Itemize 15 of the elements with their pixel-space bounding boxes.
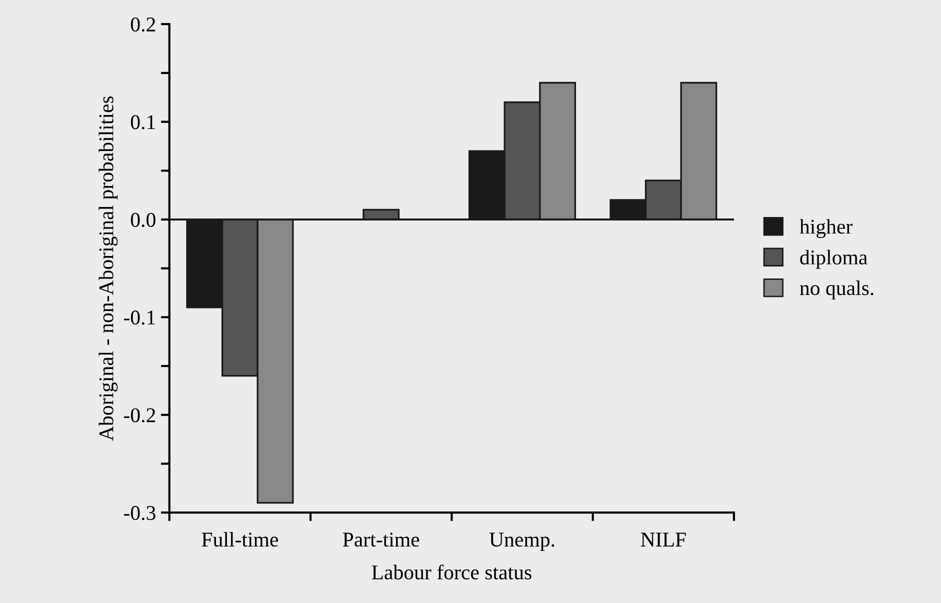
y-tick-label: -0.1	[124, 310, 155, 325]
x-axis-title: Labour force status	[372, 564, 532, 580]
legend-label: no quals.	[800, 280, 874, 300]
y-tick-label: -0.3	[124, 506, 156, 520]
y-tick-label: -0.2	[124, 408, 156, 422]
y-tick-label: 0.0	[130, 212, 156, 228]
legend-label: diploma	[800, 250, 868, 269]
x-tick-label: NILF	[640, 532, 686, 546]
y-tick-label: 0.1	[130, 115, 155, 130]
y-axis-title: Aboriginal - non-Aboriginal probabilities	[98, 96, 118, 441]
x-tick-label: Part-time	[342, 532, 420, 547]
legend-label: higher	[800, 219, 852, 238]
x-tick-label: Unemp.	[489, 532, 554, 551]
y-tick-label: 0.2	[130, 17, 156, 32]
x-tick-label: Full-time	[202, 532, 278, 547]
